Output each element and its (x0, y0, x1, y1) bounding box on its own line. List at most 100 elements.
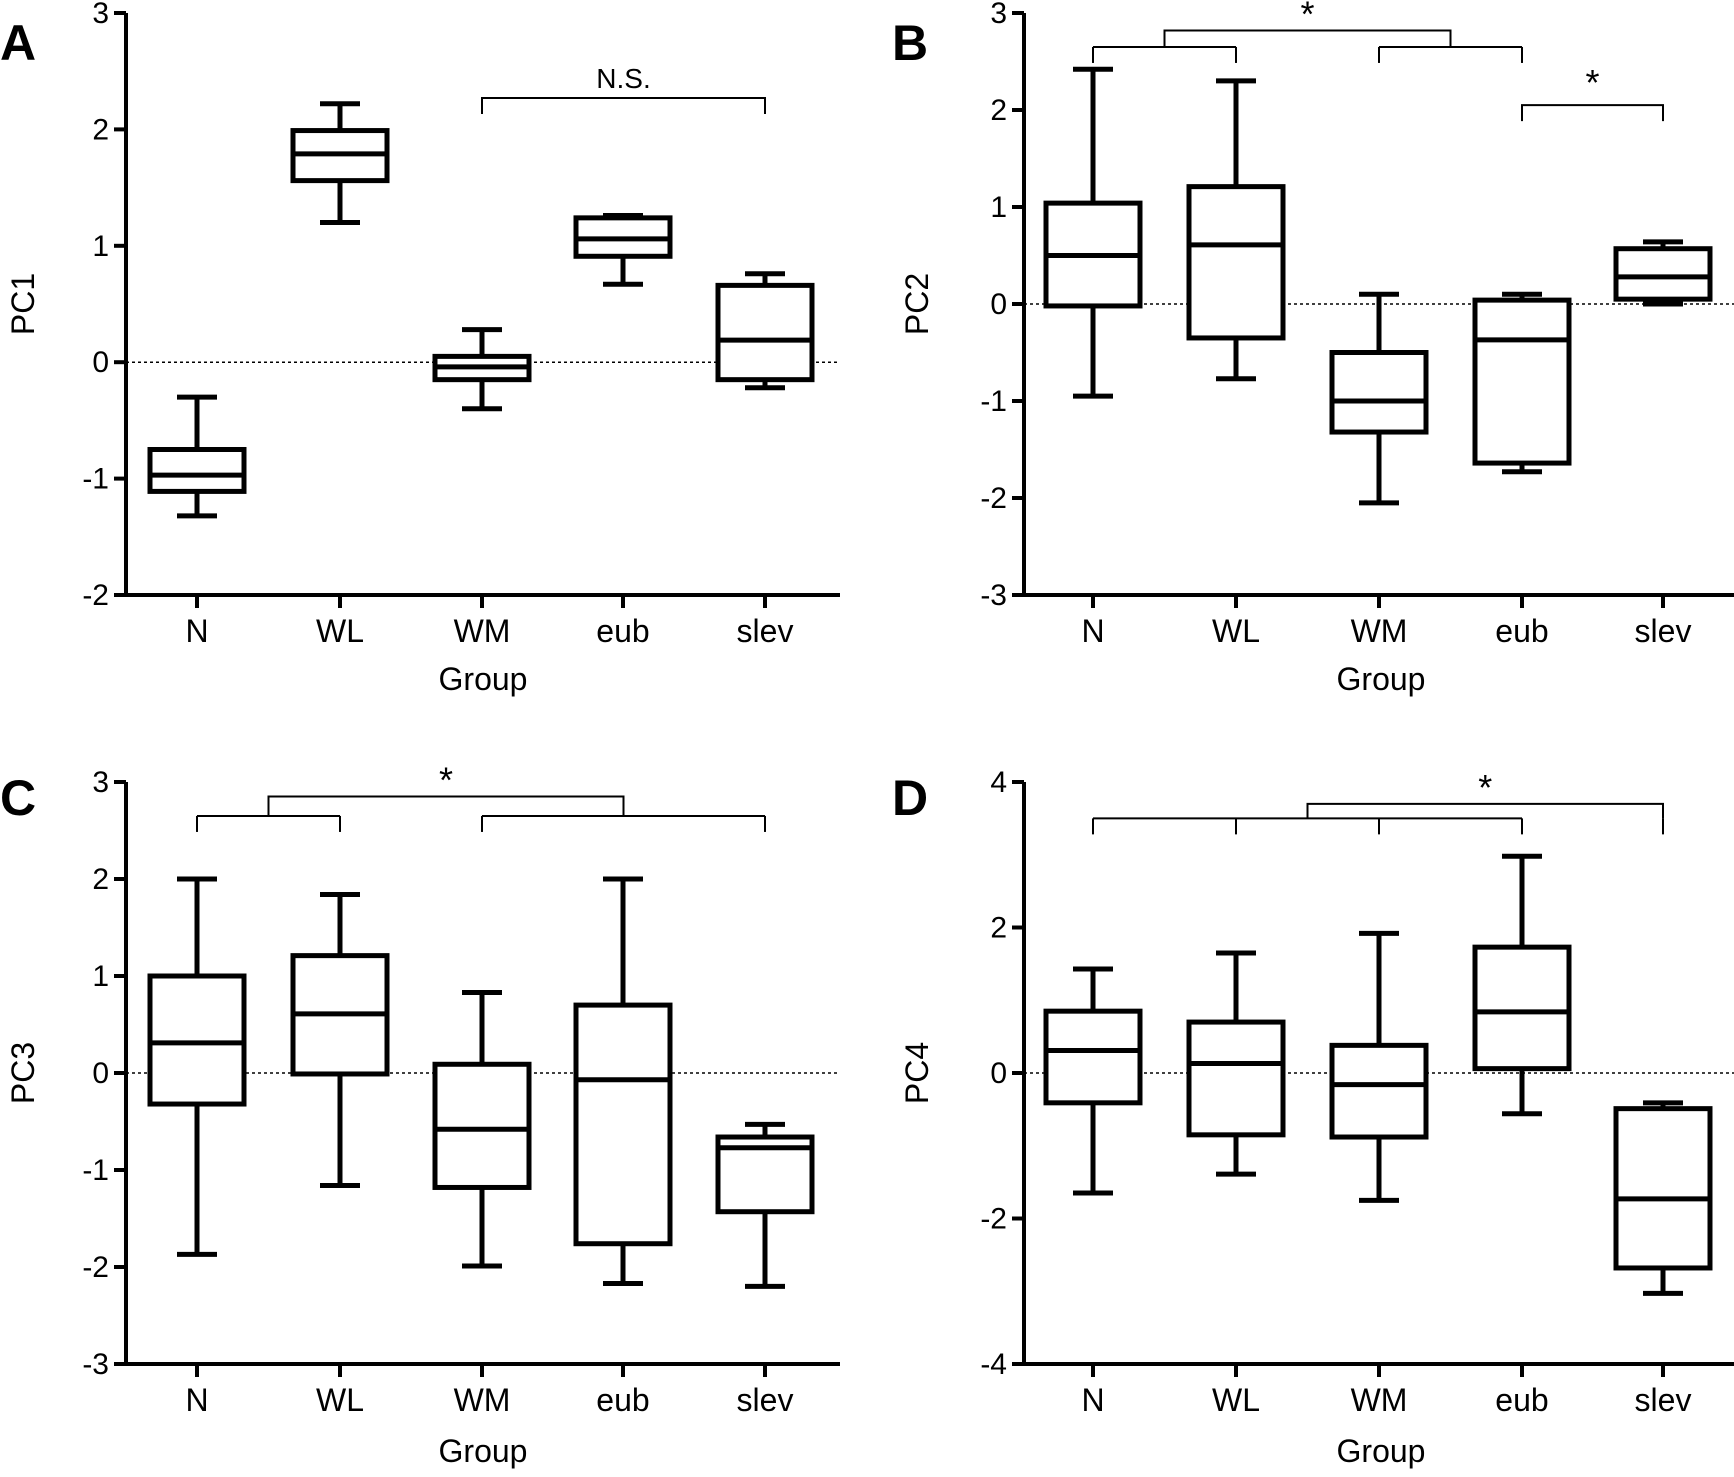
x-tick-label: slev (737, 613, 794, 649)
x-tick-label: WL (1212, 613, 1260, 649)
box-eub (573, 213, 673, 287)
y-tick-label: 0 (92, 346, 109, 379)
bracket-line (1521, 104, 1664, 122)
box-slev (1613, 1100, 1713, 1296)
panel-letter: D (892, 770, 928, 826)
x-axis-title: Group (439, 1433, 528, 1469)
panel-letter: A (0, 15, 36, 71)
significance-bracket: * (1521, 62, 1664, 122)
x-tick-label: slev (1635, 1382, 1692, 1418)
y-tick-label: -2 (980, 482, 1007, 515)
panel-B: B -3 -2 -1 0 1 2 3 N WL WM eub slev Group PC2 * * (892, 0, 1734, 697)
significance-bracket: * (1092, 767, 1664, 835)
y-tick-label: 4 (990, 766, 1007, 799)
x-tick-label: eub (596, 1382, 649, 1418)
box-iqr (573, 1002, 673, 1247)
x-tick-label: N (1081, 1382, 1104, 1418)
y-tick-label: -1 (82, 463, 109, 496)
x-tick-label: N (185, 613, 208, 649)
y-tick-label: 2 (990, 94, 1007, 127)
significance-label: * (439, 760, 453, 801)
bracket-line (1163, 29, 1452, 47)
y-tick-label: 2 (92, 113, 109, 146)
box-WL (1186, 950, 1286, 1177)
box-iqr (715, 282, 815, 383)
y-tick-label: -4 (980, 1348, 1007, 1381)
y-tick-label: 1 (990, 191, 1007, 224)
box-slev (715, 271, 815, 391)
box-iqr (1043, 1008, 1143, 1106)
significance-label: * (1300, 0, 1314, 34)
y-tick-label: -1 (82, 1154, 109, 1187)
x-tick-label: WM (1351, 1382, 1408, 1418)
box-WL (290, 101, 390, 226)
box-iqr (432, 1061, 532, 1190)
box-eub (1472, 291, 1572, 475)
bracket-line (1306, 802, 1664, 819)
x-tick-label: WM (454, 1382, 511, 1418)
box-WM (1329, 930, 1429, 1203)
box-iqr (1329, 350, 1429, 435)
y-tick-label: 3 (990, 0, 1007, 30)
box-iqr (1186, 184, 1286, 341)
box-eub (573, 876, 673, 1286)
box-N (1043, 66, 1143, 399)
box-N (1043, 966, 1143, 1196)
x-tick-label: eub (1495, 613, 1548, 649)
box-iqr (147, 447, 247, 494)
x-tick-label: N (185, 1382, 208, 1418)
panel-letter: B (892, 15, 928, 71)
box-WM (432, 327, 532, 412)
x-axis-title: Group (439, 661, 528, 697)
box-WL (290, 892, 390, 1189)
x-axis-title: Group (1337, 1433, 1426, 1469)
box-iqr (1329, 1042, 1429, 1140)
y-tick-label: 2 (92, 863, 109, 896)
x-tick-label: WL (316, 1382, 364, 1418)
y-axis-title: PC4 (899, 1042, 935, 1104)
y-tick-label: -3 (82, 1348, 109, 1381)
x-tick-label: WM (454, 613, 511, 649)
box-iqr (1472, 297, 1572, 466)
panel-A: A -2 -1 0 1 2 3 N WL WM eub slev Group PC1 N.S. (0, 0, 840, 697)
x-tick-label: WM (1351, 613, 1408, 649)
y-tick-label: 1 (92, 230, 109, 263)
box-WM (1329, 291, 1429, 506)
box-iqr (147, 973, 247, 1107)
box-iqr (1613, 1106, 1713, 1271)
box-N (147, 394, 247, 519)
x-tick-label: WL (316, 613, 364, 649)
y-tick-label: 0 (990, 1057, 1007, 1090)
y-tick-label: 3 (92, 0, 109, 30)
y-tick-label: -2 (82, 1251, 109, 1284)
y-tick-label: -1 (980, 385, 1007, 418)
y-tick-label: 0 (990, 288, 1007, 321)
box-slev (1613, 239, 1713, 307)
y-tick-label: 0 (92, 1057, 109, 1090)
x-axis-title: Group (1337, 661, 1426, 697)
box-slev (715, 1121, 815, 1289)
x-tick-label: eub (596, 613, 649, 649)
y-tick-label: 2 (990, 912, 1007, 945)
panel-D: D -4 -2 0 2 4 N WL WM eub slev Group PC4 * (892, 766, 1734, 1469)
y-axis-title: PC1 (5, 273, 41, 335)
y-tick-label: -3 (980, 579, 1007, 612)
significance-label: * (1585, 62, 1599, 103)
significance-bracket: N.S. (481, 63, 766, 114)
x-tick-label: eub (1495, 1382, 1548, 1418)
panel-C: C -3 -2 -1 0 1 2 3 N WL WM eub slev Group PC3 * (0, 760, 840, 1469)
box-iqr (1186, 1019, 1286, 1138)
significance-label: N.S. (596, 63, 650, 94)
x-tick-label: N (1081, 613, 1104, 649)
box-WM (432, 989, 532, 1269)
y-tick-label: -2 (980, 1203, 1007, 1236)
significance-label: * (1478, 767, 1492, 808)
panel-letter: C (0, 770, 36, 826)
y-tick-label: 1 (92, 960, 109, 993)
y-tick-label: 3 (92, 766, 109, 799)
x-tick-label: slev (737, 1382, 794, 1418)
box-iqr (1472, 944, 1572, 1072)
x-tick-label: slev (1635, 613, 1692, 649)
box-iqr (1613, 246, 1713, 302)
